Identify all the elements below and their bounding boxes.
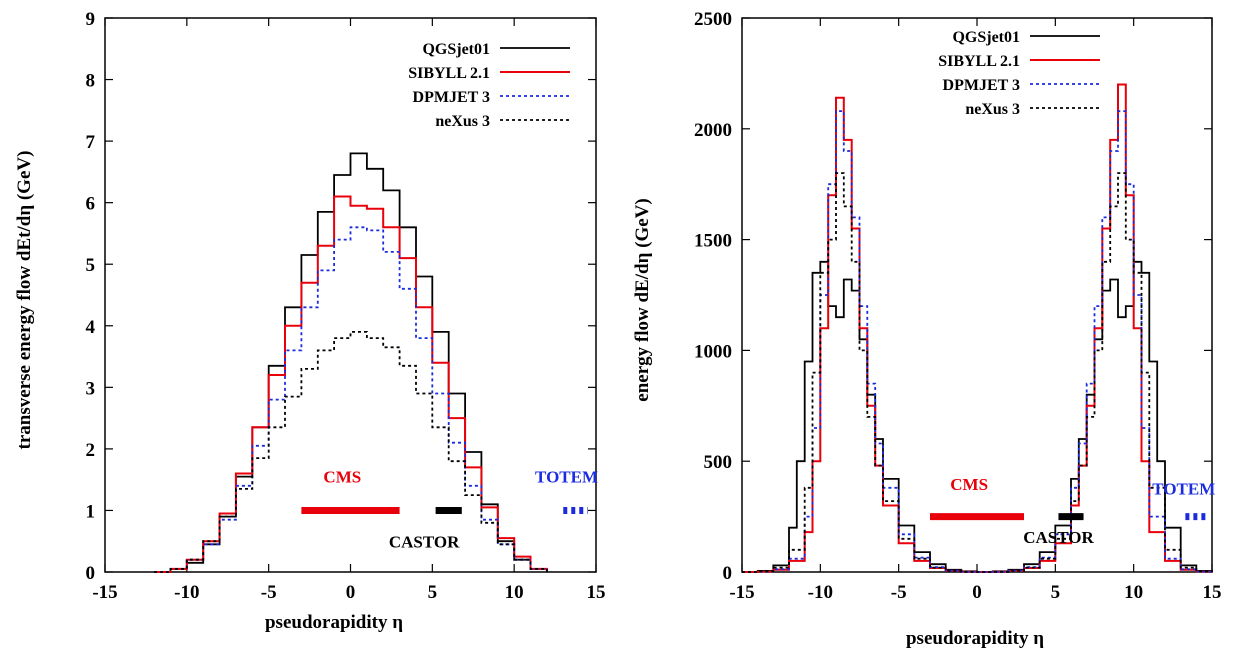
- right-legend-label: neXus 3: [965, 101, 1020, 118]
- left-series-dpmjet-3: [154, 226, 548, 573]
- right-x-tick-label: 10: [1124, 582, 1143, 603]
- left-x-tick-label: 5: [428, 582, 438, 603]
- left-y-tick-label: 0: [86, 563, 96, 584]
- left-y-tick-label: 5: [86, 255, 96, 276]
- right-y-tick-label: 0: [723, 563, 733, 584]
- right-annotation-label-castor: CASTOR: [1023, 528, 1094, 547]
- left-x-tick-label: 0: [346, 582, 356, 603]
- right-x-tick-label: 15: [1203, 582, 1222, 603]
- left-y-tick-label: 2: [86, 440, 96, 461]
- left-x-tick-label: 15: [587, 582, 606, 603]
- right-legend-label: QGSjet01: [952, 29, 1020, 46]
- left-y-tick-label: 7: [86, 132, 96, 153]
- right-legend-label: DPMJET 3: [943, 77, 1020, 94]
- left-y-tick-label: 4: [86, 317, 96, 338]
- left-plot-frame: [104, 17, 597, 573]
- right-x-tick-label: 5: [1051, 582, 1061, 603]
- left-annotation-label-cms: CMS: [323, 468, 361, 487]
- right-y-tick-label: 1000: [694, 341, 732, 362]
- right-x-tick-label: -5: [891, 582, 907, 603]
- left-chart: transverse energy flow dEt/dη (GeV) pseu…: [14, 9, 606, 633]
- left-annotation-label-castor: CASTOR: [389, 532, 460, 551]
- left-annotation-label-totem: TOTEM: [535, 468, 598, 487]
- right-x-tick-label: 0: [972, 582, 982, 603]
- left-y-tick-label: 6: [86, 194, 96, 215]
- right-x-axis-title: pseudorapidity η: [906, 628, 1044, 649]
- left-x-tick-label: -15: [92, 582, 117, 603]
- left-y-tick-label: 8: [86, 71, 96, 92]
- right-x-tick-label: -10: [808, 582, 833, 603]
- left-legend-label: SIBYLL 2.1: [408, 65, 490, 82]
- right-y-tick-label: 500: [704, 452, 733, 473]
- right-chart: energy flow dE/dη (GeV) pseudorapidity η…: [632, 9, 1222, 649]
- left-x-tick-label: -5: [261, 582, 277, 603]
- right-annotation-label-totem: TOTEM: [1152, 479, 1215, 498]
- right-series-nexus-3: [742, 172, 1213, 573]
- right-y-axis-title: energy flow dE/dη (GeV): [632, 198, 653, 401]
- left-series-nexus-3: [154, 331, 548, 573]
- left-legend-label: DPMJET 3: [413, 89, 490, 106]
- right-series-dpmjet-3: [742, 110, 1213, 573]
- right-x-tick-label: -15: [729, 582, 754, 603]
- right-y-tick-label: 1500: [694, 231, 732, 252]
- right-annotation-label-cms: CMS: [950, 475, 988, 494]
- left-legend-label: QGSjet01: [422, 41, 490, 58]
- left-legend-label: neXus 3: [435, 113, 490, 130]
- left-series-sibyll-2-1: [154, 195, 548, 573]
- right-y-tick-label: 2500: [694, 9, 732, 30]
- left-x-tick-label: -10: [174, 582, 199, 603]
- left-y-tick-label: 9: [86, 9, 96, 30]
- left-y-tick-label: 3: [86, 378, 96, 399]
- left-y-tick-label: 1: [86, 501, 96, 522]
- left-y-axis-title: transverse energy flow dEt/dη (GeV): [14, 151, 35, 450]
- right-legend-label: SIBYLL 2.1: [938, 53, 1020, 70]
- right-y-tick-label: 2000: [694, 120, 732, 141]
- left-x-axis-title: pseudorapidity η: [265, 612, 403, 633]
- left-x-tick-label: 10: [505, 582, 524, 603]
